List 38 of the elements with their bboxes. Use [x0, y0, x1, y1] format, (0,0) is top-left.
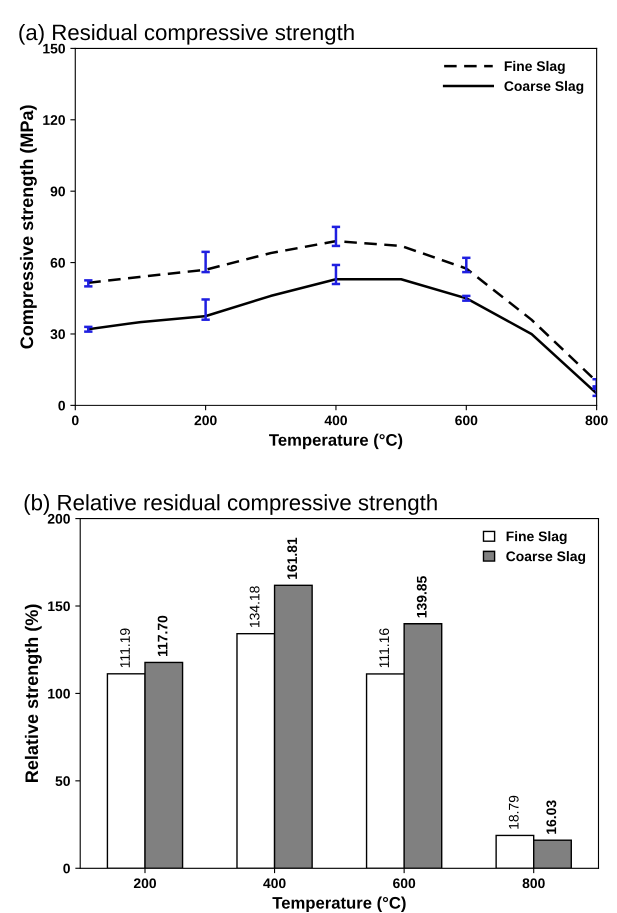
x-tick-label: 200 [194, 415, 217, 426]
y-tick-label: 120 [43, 115, 65, 125]
data-label: 111.19 [120, 628, 130, 668]
chart-title: (b) Relative residual compressive strength [24, 494, 437, 515]
chart-title: (a) Residual compressive strength [19, 24, 354, 45]
data-label: 111.16 [379, 628, 390, 668]
x-tick-label: 200 [134, 878, 156, 888]
y-tick-label: 30 [50, 329, 65, 340]
x-tick-label: 400 [263, 878, 286, 888]
x-tick-label: 600 [393, 878, 416, 888]
y-tick-label: 60 [50, 258, 65, 268]
y-axis-title: Relative strength (%) [24, 604, 42, 782]
x-tick-label: 600 [455, 415, 478, 426]
y-tick-label: 0 [58, 400, 65, 411]
x-tick-label: 800 [522, 878, 545, 888]
legend-label: Coarse Slag [504, 80, 584, 94]
y-tick-label: 150 [43, 44, 65, 54]
data-label: 16.03 [546, 800, 556, 834]
x-axis-title: Temperature (°C) [272, 896, 406, 912]
y-tick-label: 0 [63, 864, 70, 874]
data-label: 139.85 [416, 576, 427, 618]
y-axis-title: Compressive strength (MPa) [20, 105, 37, 349]
x-tick-label: 0 [72, 415, 79, 426]
data-label: 18.79 [508, 796, 519, 829]
legend-label: Fine Slag [504, 60, 565, 74]
y-tick-label: 100 [48, 688, 70, 699]
data-label: 117.70 [158, 616, 168, 656]
x-tick-label: 800 [585, 415, 608, 426]
y-tick-label: 200 [48, 514, 70, 524]
legend-label: Fine Slag [506, 531, 567, 544]
y-tick-label: 90 [50, 186, 65, 196]
legend-label: Coarse Slag [506, 551, 586, 564]
y-tick-label: 150 [48, 601, 70, 612]
data-label: 161.81 [287, 538, 298, 579]
x-axis-title: Temperature (°C) [269, 434, 402, 450]
y-tick-label: 50 [55, 776, 70, 786]
data-label: 134.18 [250, 586, 260, 628]
x-tick-label: 400 [324, 415, 347, 426]
